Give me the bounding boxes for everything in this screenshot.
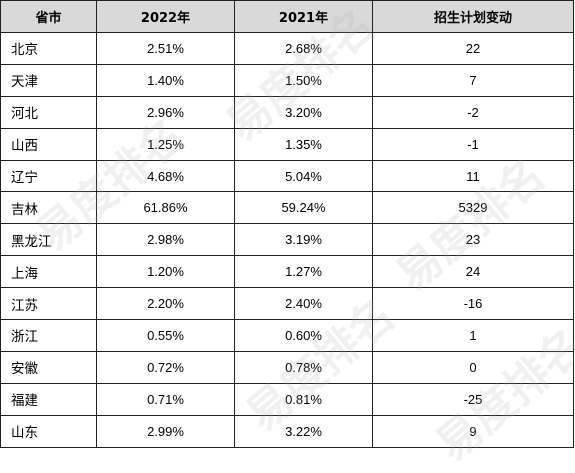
header-2021: 2021年 [234, 0, 373, 33]
admission-table: 省市 2022年 2021年 招生计划变动 北京 2.51% 2.68% 22 天津 1.… [0, 0, 574, 448]
change-cell: 7 [372, 63, 574, 97]
table-row: 福建 0.71% 0.81% -25 [0, 382, 574, 416]
table-body: 北京 2.51% 2.68% 22 天津 1.40% 1.50% 7 河北 2.96% 3.20% -… [0, 32, 574, 448]
table-row: 天津 1.40% 1.50% 7 [0, 63, 574, 97]
value-2021-cell: 1.50% [234, 63, 373, 97]
header-2022: 2022年 [96, 0, 235, 33]
value-2022-cell: 0.55% [96, 319, 235, 352]
table-row: 浙江 0.55% 0.60% 1 [0, 319, 574, 352]
table-row: 辽宁 4.68% 5.04% 11 [0, 159, 574, 193]
change-cell: -25 [372, 382, 574, 416]
value-2022-cell: 4.68% [96, 159, 235, 193]
value-2022-cell: 1.20% [96, 255, 235, 289]
change-cell: -1 [372, 127, 574, 161]
value-2021-cell: 0.81% [234, 382, 373, 416]
table-row: 吉林 61.86% 59.24% 5329 [0, 191, 574, 225]
value-2021-cell: 3.20% [234, 95, 373, 129]
table-row: 江苏 2.20% 2.40% -16 [0, 287, 574, 321]
province-cell: 山西 [0, 127, 97, 161]
value-2022-cell: 2.51% [96, 32, 235, 65]
province-cell: 黑龙江 [0, 223, 97, 257]
value-2021-cell: 1.27% [234, 255, 373, 289]
value-2022-cell: 1.40% [96, 63, 235, 97]
value-2022-cell: 0.71% [96, 382, 235, 416]
value-2021-cell: 3.22% [234, 414, 373, 448]
value-2021-cell: 5.04% [234, 159, 373, 193]
value-2021-cell: 1.35% [234, 127, 373, 161]
value-2022-cell: 1.25% [96, 127, 235, 161]
header-change: 招生计划变动 [372, 0, 574, 33]
province-cell: 辽宁 [0, 159, 97, 193]
table-row: 北京 2.51% 2.68% 22 [0, 32, 574, 65]
value-2021-cell: 2.40% [234, 287, 373, 321]
change-cell: -16 [372, 287, 574, 321]
header-row: 省市 2022年 2021年 招生计划变动 [0, 0, 574, 33]
province-cell: 北京 [0, 32, 97, 65]
province-cell: 天津 [0, 63, 97, 97]
value-2022-cell: 0.72% [96, 350, 235, 384]
change-cell: 0 [372, 350, 574, 384]
value-2021-cell: 59.24% [234, 191, 373, 225]
change-cell: -2 [372, 95, 574, 129]
value-2022-cell: 2.99% [96, 414, 235, 448]
change-cell: 9 [372, 414, 574, 448]
value-2021-cell: 0.60% [234, 319, 373, 352]
value-2021-cell: 3.19% [234, 223, 373, 257]
province-cell: 吉林 [0, 191, 97, 225]
province-cell: 上海 [0, 255, 97, 289]
province-cell: 河北 [0, 95, 97, 129]
header-province: 省市 [0, 0, 97, 33]
table-row: 山西 1.25% 1.35% -1 [0, 127, 574, 161]
table-row: 黑龙江 2.98% 3.19% 23 [0, 223, 574, 257]
value-2021-cell: 0.78% [234, 350, 373, 384]
value-2022-cell: 2.98% [96, 223, 235, 257]
change-cell: 5329 [372, 191, 574, 225]
change-cell: 11 [372, 159, 574, 193]
table-row: 上海 1.20% 1.27% 24 [0, 255, 574, 289]
change-cell: 23 [372, 223, 574, 257]
province-cell: 山东 [0, 414, 97, 448]
table-row: 安徽 0.72% 0.78% 0 [0, 350, 574, 384]
change-cell: 24 [372, 255, 574, 289]
value-2022-cell: 2.20% [96, 287, 235, 321]
province-cell: 福建 [0, 382, 97, 416]
table-row: 河北 2.96% 3.20% -2 [0, 95, 574, 129]
value-2021-cell: 2.68% [234, 32, 373, 65]
table-row: 山东 2.99% 3.22% 9 [0, 414, 574, 448]
value-2022-cell: 61.86% [96, 191, 235, 225]
change-cell: 22 [372, 32, 574, 65]
change-cell: 1 [372, 319, 574, 352]
province-cell: 江苏 [0, 287, 97, 321]
province-cell: 安徽 [0, 350, 97, 384]
province-cell: 浙江 [0, 319, 97, 352]
value-2022-cell: 2.96% [96, 95, 235, 129]
